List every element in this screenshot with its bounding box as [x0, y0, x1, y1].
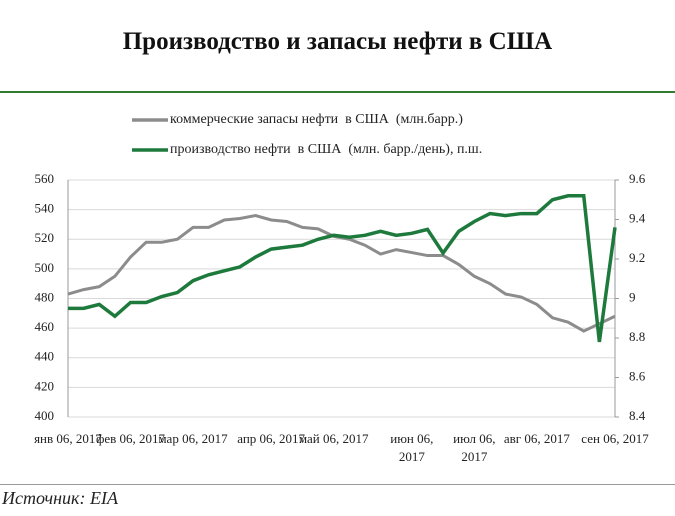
legend-label: производство нефти в США (млн. барр./ден… — [170, 142, 482, 157]
chart-title: Производство и запасы нефти в США — [122, 28, 553, 55]
y2-tick-label: 9.4 — [629, 210, 646, 225]
y2-tick-label: 9.2 — [629, 250, 645, 265]
x-tick-label: фев 06, 2017 — [95, 431, 166, 446]
y-tick-label: 560 — [35, 171, 55, 186]
legend-label: коммерческие запасы нефти в США (млн.бар… — [170, 112, 463, 127]
x-tick-label: сен 06, 2017 — [581, 431, 649, 446]
y-tick-label: 440 — [35, 349, 55, 364]
y-tick-label: 480 — [35, 289, 55, 304]
y-tick-label: 420 — [35, 378, 55, 393]
x-tick-label: июн 06, 2017 — [390, 431, 434, 464]
y-tick-label: 400 — [35, 408, 55, 423]
y-tick-label: 500 — [35, 260, 55, 275]
y-tick-label: 520 — [35, 230, 55, 245]
y2-tick-label: 9 — [629, 289, 636, 304]
y2-tick-label: 8.8 — [629, 329, 645, 344]
line-series — [67, 214, 616, 333]
y2-tick-label: 8.6 — [629, 368, 646, 383]
source: Источник: EIA — [2, 488, 118, 508]
y-tick-label: 540 — [35, 201, 55, 216]
title-rule — [0, 91, 675, 93]
x-tick-label: мар 06, 2017 — [158, 431, 228, 446]
x-tick-label: апр 06, 2017 — [237, 431, 306, 446]
x-tick-label: янв 06, 2017 — [34, 431, 102, 446]
line-series — [68, 194, 617, 343]
x-tick-label: июл 06, 2017 — [453, 431, 496, 464]
y2-tick-label: 9.6 — [629, 171, 646, 186]
x-tick-label: май 06, 2017 — [298, 431, 369, 446]
x-tick-label: авг 06, 2017 — [503, 431, 570, 446]
source-rule — [0, 484, 675, 485]
y2-tick-label: 8.4 — [629, 408, 646, 423]
y-tick-label: 460 — [35, 319, 55, 334]
